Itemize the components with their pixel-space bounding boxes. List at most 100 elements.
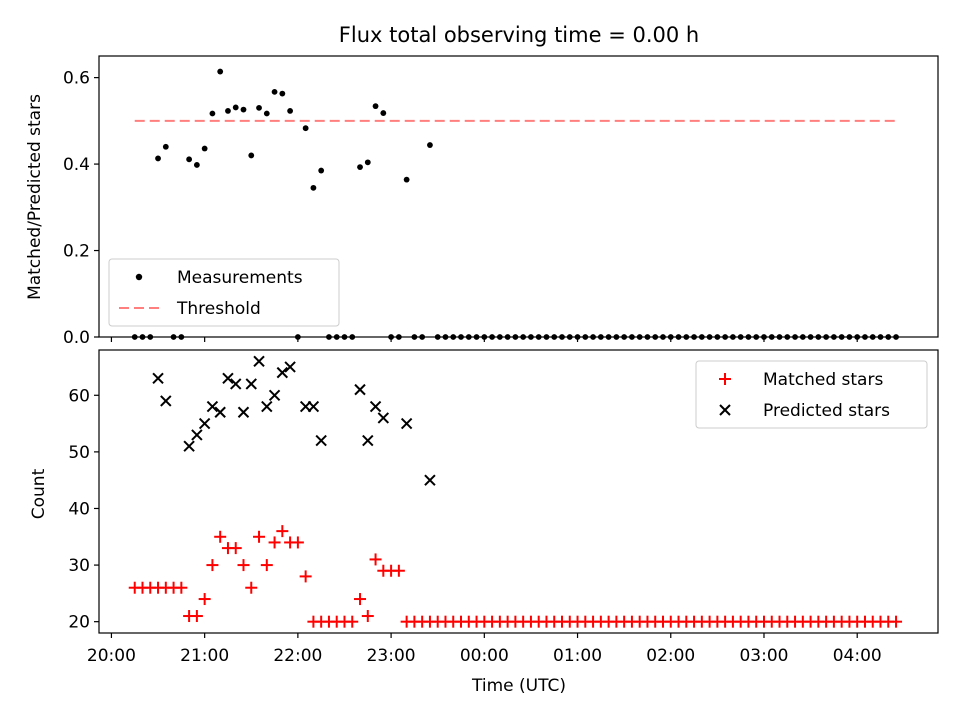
predicted-star-point — [284, 361, 296, 373]
top-y-axis-label: Matched/Predicted stars — [25, 94, 45, 300]
measurement-point — [357, 164, 363, 171]
top-axes-frame — [98, 55, 939, 338]
measurement-point — [201, 145, 208, 152]
bottom-y-tick-label: 20 — [68, 613, 90, 633]
matched-star-point — [260, 559, 273, 572]
measurement-point — [427, 142, 433, 148]
top-y-tick-label: 0.4 — [63, 155, 90, 175]
matched-star-point — [237, 559, 250, 572]
measurement-point — [232, 104, 239, 111]
predicted-star-point — [222, 372, 234, 385]
legend-threshold-label: Threshold — [176, 299, 261, 319]
measurement-point — [256, 104, 262, 111]
matched-star-point — [291, 536, 304, 549]
legend-measurements-label: Measurements — [177, 268, 303, 288]
measurement-point — [287, 108, 294, 114]
predicted-star-point — [253, 355, 265, 368]
top-legend-box — [108, 258, 340, 327]
legend-measurements-marker — [135, 273, 143, 281]
predicted-star-point — [206, 400, 219, 413]
matched-star-point — [214, 530, 227, 543]
predicted-star-point — [183, 440, 195, 452]
predicted-star-point — [245, 378, 257, 390]
bottom-x-ticks: 20:00 21:00 22:00 23:00 00:00 01:00 02:00 03:00… — [87, 633, 882, 666]
matched-star-point — [229, 542, 242, 555]
predicted-star-point — [152, 372, 164, 385]
chart-title: Flux total observing time = 0.00 h — [339, 23, 699, 47]
bottom-axes-frame — [98, 349, 939, 634]
predicted-star-point — [214, 406, 226, 418]
legend-matched-label: Matched stars — [763, 370, 883, 390]
predicted-star-point — [230, 378, 242, 390]
predicted-star-point — [400, 417, 413, 430]
bottom-panel: 20 30 40 50 60 20:00 21:00 22:00 23:00 00:00 01:0… — [29, 349, 939, 696]
legend-predicted-marker — [719, 404, 731, 416]
top-y-tick-label: 0.6 — [63, 69, 90, 89]
matched-star-point — [392, 564, 405, 577]
measurement-point — [372, 103, 379, 110]
bottom-legend: Matched stars Predicted stars — [695, 360, 928, 429]
bottom-x-tick-label: 20:00 — [87, 646, 136, 666]
measurement-point — [364, 159, 371, 166]
predicted-star-point — [424, 474, 436, 486]
measurement-point — [248, 152, 255, 159]
measurement-point — [193, 162, 200, 168]
predicted-star-point — [369, 400, 382, 413]
measurement-point — [318, 167, 325, 174]
bottom-x-tick-label: 01:00 — [553, 646, 602, 666]
bottom-x-tick-label: 23:00 — [367, 646, 416, 666]
measurement-point — [209, 110, 216, 117]
measurement-point — [403, 176, 410, 183]
predicted-star-point — [261, 400, 273, 413]
matched-star-point — [206, 559, 219, 572]
matched-star-point — [354, 593, 367, 606]
matched-star-point — [245, 581, 258, 594]
predicted-star-point — [237, 406, 250, 418]
predicted-star-point — [191, 429, 203, 441]
matched-star-point — [369, 553, 382, 566]
bottom-x-tick-label: 21:00 — [180, 646, 229, 666]
predicted-star-point — [198, 417, 211, 430]
bottom-x-tick-label: 03:00 — [739, 646, 788, 666]
top-panel: 0.0 0.2 0.4 0.6 Matched/Predicted stars Mea… — [25, 55, 939, 348]
measurement-point — [279, 90, 286, 97]
matched-star-point — [890, 615, 903, 628]
bottom-x-tick-label: 04:00 — [833, 646, 882, 666]
predicted-star-point — [160, 395, 172, 407]
measurement-point — [240, 106, 247, 113]
top-y-tick-label: 0.0 — [63, 328, 90, 348]
measurement-point — [225, 108, 231, 114]
matched-star-point — [253, 530, 266, 543]
top-x-ticks — [110, 337, 858, 342]
measurement-point — [380, 110, 387, 116]
matched-star-point — [361, 610, 374, 623]
matched-star-point — [190, 610, 203, 623]
measurement-point — [186, 156, 193, 163]
measurement-point — [271, 88, 278, 95]
measurement-point — [217, 68, 224, 75]
count-points — [128, 355, 903, 628]
measurement-point — [302, 125, 309, 132]
legend-matched-marker — [719, 373, 731, 385]
predicted-star-point — [315, 434, 327, 447]
matched-star-point — [268, 536, 281, 549]
top-y-ticks: 0.0 0.2 0.4 0.6 — [63, 69, 99, 348]
predicted-star-point — [307, 400, 320, 413]
predicted-star-point — [362, 434, 374, 447]
predicted-star-point — [377, 412, 390, 424]
predicted-star-point — [268, 389, 281, 401]
matched-star-point — [198, 593, 211, 606]
matched-star-point — [276, 525, 289, 538]
measurement-point — [263, 110, 270, 117]
bottom-y-tick-label: 60 — [68, 386, 90, 406]
predicted-star-point — [354, 383, 366, 396]
legend-predicted-label: Predicted stars — [763, 401, 890, 421]
predicted-star-point — [276, 366, 289, 379]
bottom-y-tick-label: 40 — [68, 499, 90, 519]
bottom-x-tick-label: 22:00 — [273, 646, 322, 666]
matched-star-point — [175, 581, 188, 594]
bottom-y-axis-label: Count — [29, 468, 49, 519]
matched-star-point — [346, 615, 359, 628]
bottom-x-tick-label: 00:00 — [460, 646, 509, 666]
